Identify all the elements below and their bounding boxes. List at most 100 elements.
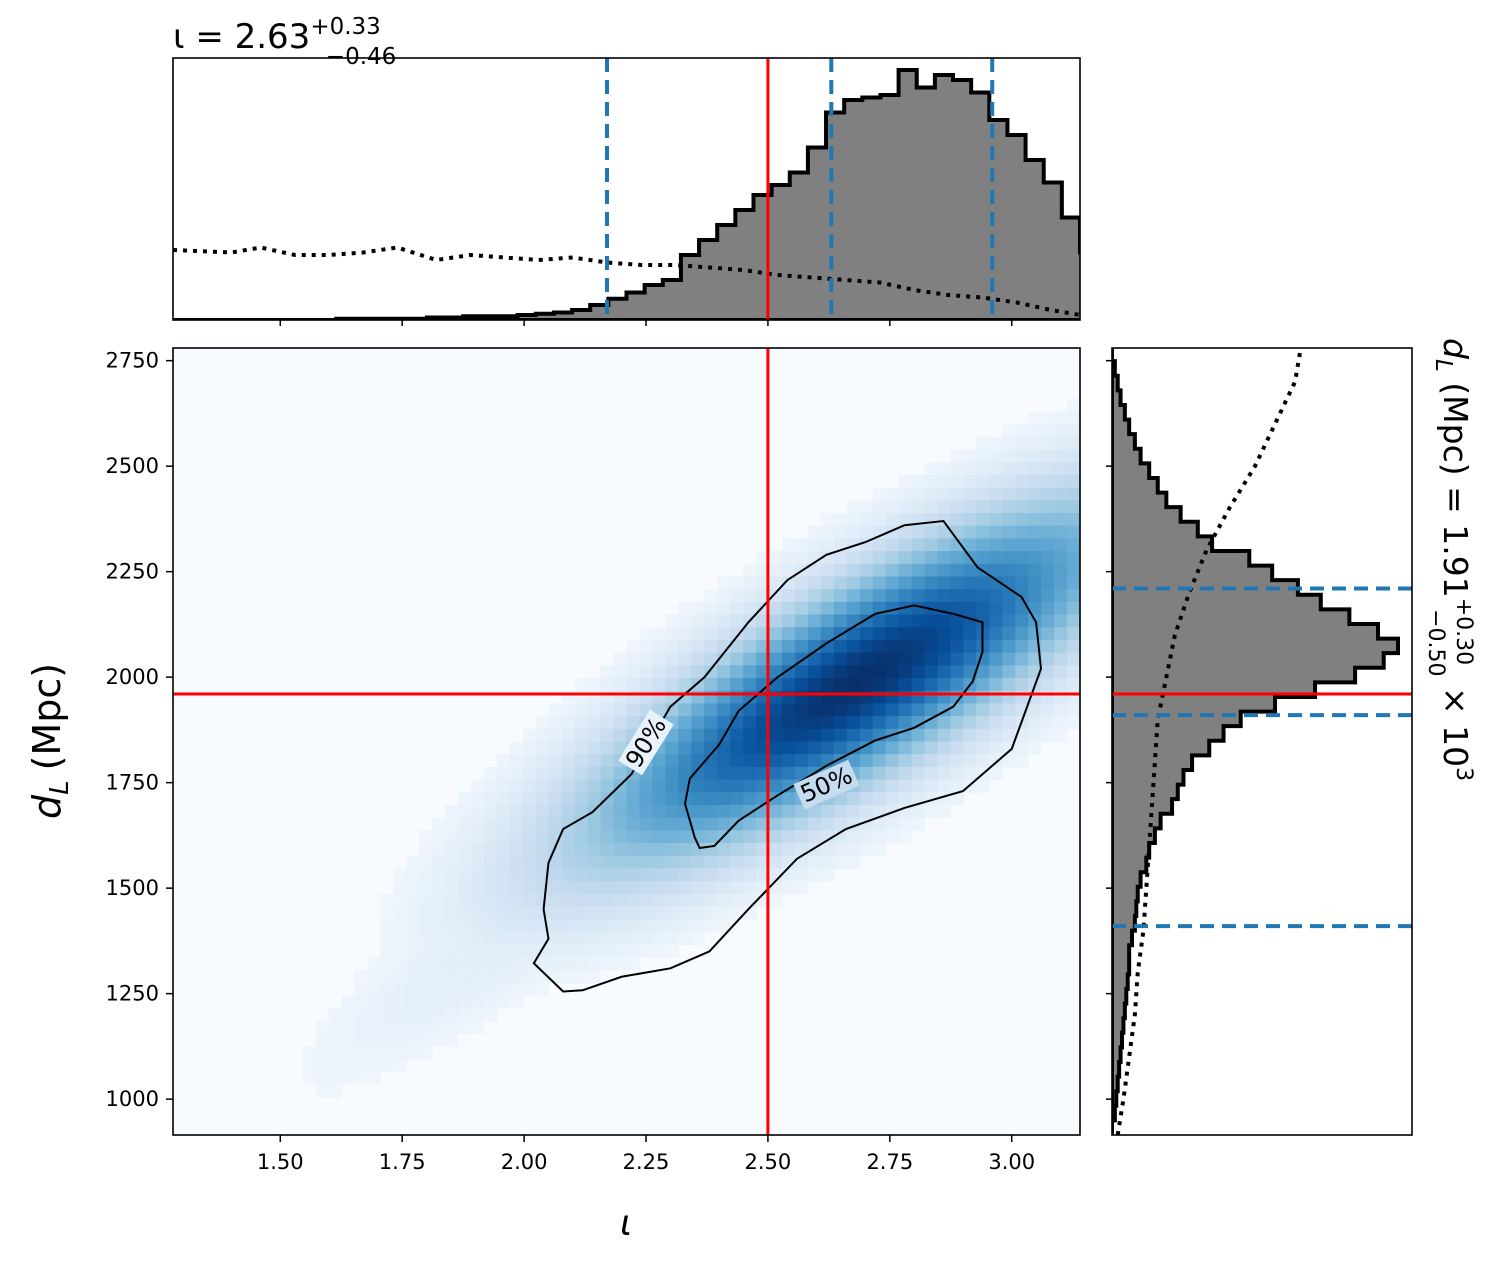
density-cell <box>743 652 757 666</box>
density-cell <box>1002 728 1016 743</box>
density-cell <box>432 1033 446 1047</box>
density-cell <box>613 881 628 895</box>
density-cell <box>535 804 550 819</box>
density-cell <box>833 589 848 603</box>
density-cell <box>1015 589 1029 603</box>
density-cell <box>1028 589 1042 603</box>
density-cell <box>717 843 731 857</box>
density-cell <box>1002 589 1016 603</box>
density-cell <box>756 551 770 565</box>
density-cell <box>1054 551 1068 565</box>
density-cell <box>665 855 679 870</box>
density-cell <box>509 957 524 971</box>
density-cell <box>639 652 654 666</box>
density-cell <box>561 716 576 730</box>
density-cell <box>419 944 433 958</box>
density-cell <box>626 843 641 857</box>
x-tick-label-3: 2.25 <box>623 1150 670 1174</box>
density-cell <box>950 741 964 755</box>
density-cell <box>1054 614 1068 628</box>
density-cell <box>820 601 835 616</box>
density-cell <box>859 843 874 857</box>
density-cell <box>1002 716 1016 730</box>
density-cell <box>574 754 589 768</box>
density-cell <box>743 766 757 781</box>
density-cell <box>781 665 796 679</box>
density-cell <box>898 487 913 501</box>
density-cell <box>794 703 809 717</box>
density-cell <box>626 817 641 831</box>
density-cell <box>419 1008 433 1022</box>
density-cell <box>730 855 744 870</box>
density-cell <box>807 804 822 819</box>
density-cell <box>1041 576 1055 590</box>
density-cell <box>380 893 394 908</box>
density-cell <box>769 627 783 641</box>
density-cell <box>483 779 498 793</box>
density-cell <box>600 944 615 958</box>
density-cell <box>1041 436 1055 451</box>
density-cell <box>820 716 835 730</box>
density-cell <box>419 881 433 895</box>
density-cell <box>380 1033 394 1047</box>
density-cell <box>924 792 939 806</box>
density-cell <box>1028 487 1042 501</box>
density-cell <box>1041 678 1055 692</box>
density-cell <box>1015 576 1029 590</box>
density-cell <box>807 754 822 768</box>
density-cell <box>911 804 926 819</box>
density-cell <box>885 652 900 666</box>
density-cell <box>833 614 848 628</box>
density-cell <box>976 665 990 679</box>
density-cell <box>1054 589 1068 603</box>
density-cell <box>743 843 757 857</box>
density-cell <box>1002 538 1016 552</box>
density-cell <box>781 741 796 755</box>
density-cell <box>406 1046 420 1060</box>
density-cell <box>743 716 757 730</box>
density-cell <box>1054 424 1068 438</box>
density-cell <box>561 754 576 768</box>
density-cell <box>639 678 654 692</box>
density-cell <box>522 843 537 857</box>
density-cell <box>1002 462 1016 476</box>
density-cell <box>1067 525 1080 540</box>
density-cell <box>1054 627 1068 641</box>
density-cell <box>496 881 511 895</box>
density-cell <box>769 614 783 628</box>
density-cell <box>548 779 563 793</box>
density-cell <box>911 817 926 831</box>
density-cell <box>1015 652 1029 666</box>
density-cell <box>548 754 563 768</box>
density-cell <box>820 830 835 844</box>
density-cell <box>613 716 628 730</box>
density-cell <box>432 944 446 958</box>
density-cell <box>730 804 744 819</box>
density-cell <box>678 728 692 743</box>
density-cell <box>704 678 718 692</box>
density-cell <box>1015 551 1029 565</box>
density-cell <box>483 931 498 946</box>
density-cell <box>872 551 887 565</box>
density-cell <box>341 995 355 1009</box>
density-cell <box>950 678 964 692</box>
density-cell <box>833 525 848 540</box>
density-cell <box>704 817 718 831</box>
density-cell <box>496 957 511 971</box>
density-cell <box>561 969 576 984</box>
density-cell <box>406 881 420 895</box>
x-tick-label-1: 1.75 <box>379 1150 426 1174</box>
y-axis-label: dL(Mpc) <box>25 663 75 819</box>
density-cell <box>872 627 887 641</box>
density-cell <box>1041 500 1055 514</box>
density-cell <box>1054 716 1068 730</box>
density-cell <box>691 741 705 755</box>
density-cell <box>406 995 420 1009</box>
density-cell <box>911 665 926 679</box>
density-cell <box>976 500 990 514</box>
density-cell <box>963 525 977 540</box>
density-cell <box>1028 525 1042 540</box>
density-cell <box>743 665 757 679</box>
density-cell <box>458 792 472 806</box>
density-cell <box>665 766 679 781</box>
